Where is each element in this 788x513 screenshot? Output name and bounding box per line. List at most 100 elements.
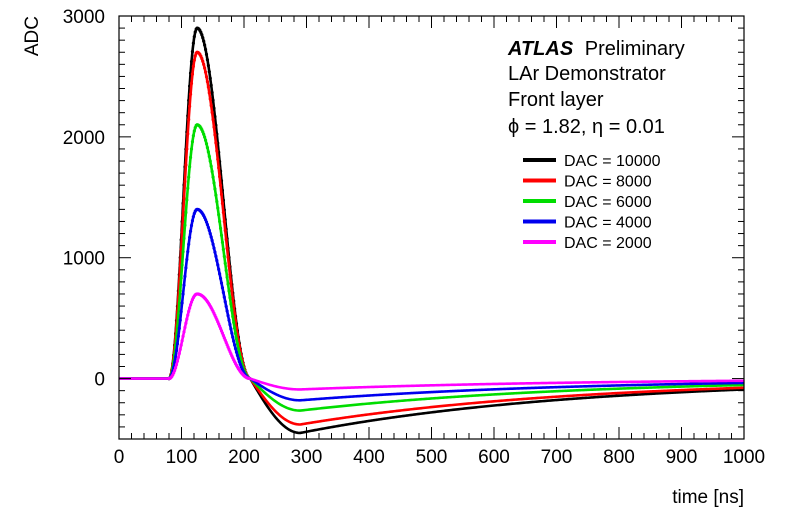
- series-point: [181, 213, 185, 218]
- series-point: [225, 246, 229, 250]
- series-point: [230, 289, 234, 293]
- series-point: [211, 175, 215, 179]
- series-point: [192, 35, 196, 39]
- annotation-demonstrator: LAr Demonstrator: [508, 63, 666, 85]
- series-point: [182, 330, 186, 334]
- series-point: [223, 300, 227, 304]
- series-point: [207, 91, 211, 95]
- series-point: [186, 313, 190, 317]
- series-point: [233, 312, 237, 316]
- series-point: [188, 92, 193, 96]
- series-point: [205, 58, 210, 62]
- series-point: [218, 276, 223, 281]
- series-point: [230, 331, 234, 335]
- series-point: [213, 133, 217, 137]
- series-point: [175, 359, 180, 363]
- series-point: [188, 155, 193, 159]
- series-point: [212, 246, 216, 250]
- series-point: [207, 228, 211, 233]
- y-axis-tick-labels: 0 1000 2000 3000: [63, 7, 105, 391]
- x-tick-label: 700: [541, 447, 573, 468]
- series-point: [200, 56, 204, 61]
- series-point: [192, 58, 196, 62]
- series-point: [191, 215, 195, 219]
- series-point: [193, 30, 197, 34]
- series-point: [188, 229, 193, 233]
- series-point: [187, 242, 191, 246]
- series-point: [212, 181, 216, 185]
- series-point: [204, 142, 209, 146]
- series-point: [237, 351, 241, 355]
- series-line: [118, 51, 745, 426]
- series-point: [184, 321, 188, 325]
- series-point: [203, 43, 207, 47]
- series-point: [218, 272, 222, 276]
- series-point: [207, 70, 211, 74]
- annotation-layer: Front layer: [508, 89, 604, 111]
- series-point: [220, 286, 225, 290]
- series-point: [228, 272, 232, 276]
- series-point: [231, 314, 235, 319]
- series-point: [227, 289, 231, 293]
- x-tick-label: 200: [228, 447, 260, 468]
- series-point: [224, 304, 228, 309]
- series-point: [221, 247, 225, 251]
- series-point: [226, 314, 230, 318]
- series-point: [177, 351, 181, 356]
- series-point: [217, 213, 221, 217]
- series-point: [175, 342, 180, 346]
- legend-item: DAC = 10000: [523, 153, 661, 170]
- series-point: [190, 140, 195, 144]
- series-point: [218, 174, 222, 179]
- series-point: [179, 309, 183, 314]
- series-point: [173, 360, 177, 365]
- series-point: [220, 201, 225, 205]
- series-point: [205, 80, 210, 84]
- series-point: [183, 223, 187, 227]
- series-point: [186, 250, 190, 254]
- series-point: [205, 223, 210, 227]
- series-point: [208, 97, 212, 101]
- series-point: [185, 147, 189, 151]
- series-point: [183, 325, 187, 330]
- series-2000: [118, 292, 745, 391]
- series-point: [207, 154, 211, 158]
- series-point: [233, 343, 237, 347]
- series-point: [208, 232, 212, 236]
- series-point: [218, 226, 223, 230]
- legend-label: DAC = 10000: [564, 153, 661, 170]
- series-point: [182, 196, 186, 200]
- series-point: [190, 72, 195, 76]
- series-point: [190, 49, 195, 54]
- series-point: [202, 132, 206, 136]
- series-point: [203, 66, 207, 70]
- series-point: [176, 313, 180, 317]
- series-point: [173, 368, 177, 373]
- series-point: [180, 263, 184, 267]
- series-point: [173, 366, 178, 370]
- series-point: [190, 219, 195, 223]
- series-point: [191, 41, 195, 45]
- x-axis-ticks: [118, 16, 745, 439]
- series-point: [178, 347, 182, 351]
- series-point: [236, 356, 240, 361]
- legend-item: DAC = 2000: [523, 235, 652, 252]
- series-point: [179, 276, 183, 280]
- series-point: [216, 206, 220, 210]
- series-point: [219, 192, 224, 196]
- series-point: [232, 339, 236, 343]
- series-point: [213, 250, 217, 254]
- series-point: [174, 348, 179, 353]
- x-tick-label: 600: [478, 447, 510, 468]
- series-point: [188, 165, 192, 169]
- series-point: [211, 98, 215, 102]
- series-point: [213, 115, 217, 119]
- series-point: [189, 223, 194, 228]
- series-point: [203, 47, 208, 52]
- series-point: [177, 301, 181, 305]
- series-point: [204, 220, 209, 224]
- series-point: [223, 228, 227, 233]
- series-point: [213, 187, 217, 191]
- series-point: [193, 54, 197, 58]
- series-point: [182, 283, 186, 287]
